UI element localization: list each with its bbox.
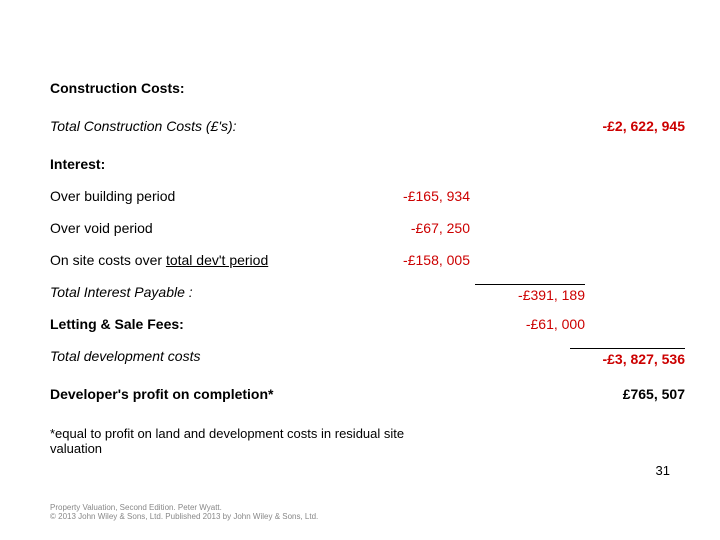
total-dev-label: Total development costs [50, 348, 200, 364]
profit-label: Developer's profit on completion* [50, 386, 273, 402]
letting-fees-value: -£61, 000 [475, 316, 585, 332]
total-construction-value: -£2, 622, 945 [570, 118, 685, 134]
letting-fees-label: Letting & Sale Fees: [50, 316, 184, 332]
total-interest-value: -£391, 189 [475, 284, 585, 303]
interest-heading: Interest: [50, 156, 105, 172]
total-interest-label: Total Interest Payable : [50, 284, 193, 300]
construction-costs-heading: Construction Costs: [50, 80, 185, 96]
footnote: *equal to profit on land and development… [50, 426, 410, 456]
total-dev-value: -£3, 827, 536 [570, 348, 685, 367]
footer-citation: Property Valuation, Second Edition. Pete… [50, 503, 318, 522]
over-void-label: Over void period [50, 220, 153, 236]
footer-line2: © 2013 John Wiley & Sons, Ltd. Published… [50, 512, 318, 522]
footer-line1: Property Valuation, Second Edition. Pete… [50, 503, 318, 513]
on-site-label-pre: On site costs over [50, 252, 166, 268]
on-site-label: On site costs over total dev't period [50, 252, 268, 268]
page-number: 31 [656, 463, 670, 478]
total-construction-label: Total Construction Costs (£'s): [50, 118, 237, 134]
on-site-label-underline: total dev't period [166, 252, 268, 268]
on-site-value: -£158, 005 [340, 252, 470, 268]
over-void-value: -£67, 250 [340, 220, 470, 236]
over-building-label: Over building period [50, 188, 175, 204]
profit-value: £765, 507 [570, 386, 685, 402]
over-building-value: -£165, 934 [340, 188, 470, 204]
